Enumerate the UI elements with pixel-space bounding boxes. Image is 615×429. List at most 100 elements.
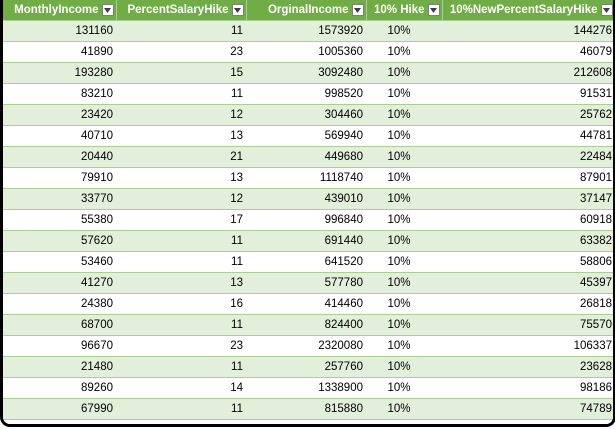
cell-original-income[interactable]: 691440	[246, 230, 366, 252]
cell-10-hike[interactable]: 10%	[366, 125, 442, 147]
cell-new-percent-salary-hike[interactable]: 87901	[442, 167, 613, 189]
cell-monthly-income[interactable]: 33770	[3, 188, 116, 210]
filter-dropdown-icon[interactable]	[101, 4, 114, 16]
cell-monthly-income[interactable]: 23420	[3, 104, 116, 126]
cell-new-percent-salary-hike[interactable]: 29755	[442, 419, 613, 424]
cell-percent-salary-hike[interactable]: 11	[116, 251, 246, 273]
cell-original-income[interactable]: 1338900	[246, 377, 366, 399]
cell-monthly-income[interactable]: 89260	[3, 377, 116, 399]
filter-dropdown-icon[interactable]	[427, 4, 440, 16]
cell-monthly-income[interactable]: 41890	[3, 41, 116, 63]
cell-new-percent-salary-hike[interactable]: 106337	[442, 335, 613, 357]
cell-percent-salary-hike[interactable]: 11	[116, 314, 246, 336]
cell-percent-salary-hike[interactable]: 13	[116, 272, 246, 294]
cell-10-hike[interactable]: 10%	[366, 272, 442, 294]
cell-new-percent-salary-hike[interactable]: 60918	[442, 209, 613, 231]
cell-monthly-income[interactable]: 96670	[3, 335, 116, 357]
cell-monthly-income[interactable]: 68700	[3, 314, 116, 336]
cell-new-percent-salary-hike[interactable]: 98186	[442, 377, 613, 399]
cell-original-income[interactable]: 324600	[246, 419, 366, 424]
cell-original-income[interactable]: 304460	[246, 104, 366, 126]
cell-10-hike[interactable]: 10%	[366, 293, 442, 315]
cell-10-hike[interactable]: 10%	[366, 398, 442, 420]
cell-percent-salary-hike[interactable]: 12	[116, 188, 246, 210]
cell-10-hike[interactable]: 10%	[366, 146, 442, 168]
cell-monthly-income[interactable]: 40710	[3, 125, 116, 147]
cell-percent-salary-hike[interactable]: 11	[116, 419, 246, 424]
cell-new-percent-salary-hike[interactable]: 212608	[442, 62, 613, 84]
cell-new-percent-salary-hike[interactable]: 23628	[442, 356, 613, 378]
cell-monthly-income[interactable]: 57620	[3, 230, 116, 252]
cell-original-income[interactable]: 569940	[246, 125, 366, 147]
cell-10-hike[interactable]: 10%	[366, 20, 442, 42]
cell-monthly-income[interactable]: 193280	[3, 62, 116, 84]
cell-original-income[interactable]: 3092480	[246, 62, 366, 84]
cell-new-percent-salary-hike[interactable]: 26818	[442, 293, 613, 315]
cell-percent-salary-hike[interactable]: 11	[116, 398, 246, 420]
cell-original-income[interactable]: 1005360	[246, 41, 366, 63]
cell-percent-salary-hike[interactable]: 13	[116, 167, 246, 189]
cell-10-hike[interactable]: 10%	[366, 230, 442, 252]
cell-percent-salary-hike[interactable]: 16	[116, 293, 246, 315]
filter-dropdown-icon[interactable]	[351, 4, 364, 16]
cell-10-hike[interactable]: 10%	[366, 83, 442, 105]
cell-new-percent-salary-hike[interactable]: 63382	[442, 230, 613, 252]
cell-percent-salary-hike[interactable]: 12	[116, 104, 246, 126]
cell-10-hike[interactable]: 10%	[366, 377, 442, 399]
cell-monthly-income[interactable]: 41270	[3, 272, 116, 294]
cell-new-percent-salary-hike[interactable]: 91531	[442, 83, 613, 105]
cell-new-percent-salary-hike[interactable]: 45397	[442, 272, 613, 294]
cell-original-income[interactable]: 1573920	[246, 20, 366, 42]
cell-new-percent-salary-hike[interactable]: 75570	[442, 314, 613, 336]
cell-new-percent-salary-hike[interactable]: 22484	[442, 146, 613, 168]
cell-new-percent-salary-hike[interactable]: 58806	[442, 251, 613, 273]
cell-original-income[interactable]: 257760	[246, 356, 366, 378]
cell-10-hike[interactable]: 10%	[366, 62, 442, 84]
cell-percent-salary-hike[interactable]: 23	[116, 335, 246, 357]
cell-original-income[interactable]: 641520	[246, 251, 366, 273]
cell-new-percent-salary-hike[interactable]: 74789	[442, 398, 613, 420]
cell-monthly-income[interactable]: 55380	[3, 209, 116, 231]
cell-original-income[interactable]: 449680	[246, 146, 366, 168]
cell-original-income[interactable]: 998520	[246, 83, 366, 105]
filter-dropdown-icon[interactable]	[600, 4, 613, 16]
cell-10-hike[interactable]: 10%	[366, 167, 442, 189]
cell-original-income[interactable]: 815880	[246, 398, 366, 420]
cell-new-percent-salary-hike[interactable]: 46079	[442, 41, 613, 63]
cell-monthly-income[interactable]: 79910	[3, 167, 116, 189]
filter-dropdown-icon[interactable]	[231, 4, 244, 16]
cell-percent-salary-hike[interactable]: 14	[116, 377, 246, 399]
cell-percent-salary-hike[interactable]: 13	[116, 125, 246, 147]
cell-monthly-income[interactable]: 24380	[3, 293, 116, 315]
cell-original-income[interactable]: 996840	[246, 209, 366, 231]
cell-percent-salary-hike[interactable]: 21	[116, 146, 246, 168]
cell-monthly-income[interactable]: 20440	[3, 146, 116, 168]
cell-percent-salary-hike[interactable]: 11	[116, 20, 246, 42]
cell-10-hike[interactable]: 10%	[366, 356, 442, 378]
cell-monthly-income[interactable]: 131160	[3, 20, 116, 42]
cell-10-hike[interactable]: 10%	[366, 188, 442, 210]
cell-10-hike[interactable]: 10%	[366, 419, 442, 424]
cell-original-income[interactable]: 2320080	[246, 335, 366, 357]
cell-percent-salary-hike[interactable]: 17	[116, 209, 246, 231]
cell-10-hike[interactable]: 10%	[366, 335, 442, 357]
cell-monthly-income[interactable]: 53460	[3, 251, 116, 273]
cell-new-percent-salary-hike[interactable]: 37147	[442, 188, 613, 210]
cell-monthly-income[interactable]: 83210	[3, 83, 116, 105]
cell-percent-salary-hike[interactable]: 11	[116, 83, 246, 105]
cell-original-income[interactable]: 414460	[246, 293, 366, 315]
cell-10-hike[interactable]: 10%	[366, 104, 442, 126]
cell-original-income[interactable]: 577780	[246, 272, 366, 294]
cell-new-percent-salary-hike[interactable]: 44781	[442, 125, 613, 147]
cell-10-hike[interactable]: 10%	[366, 41, 442, 63]
cell-original-income[interactable]: 1118740	[246, 167, 366, 189]
cell-original-income[interactable]: 824400	[246, 314, 366, 336]
cell-new-percent-salary-hike[interactable]: 25762	[442, 104, 613, 126]
cell-percent-salary-hike[interactable]: 15	[116, 62, 246, 84]
cell-new-percent-salary-hike[interactable]: 144276	[442, 20, 613, 42]
cell-monthly-income[interactable]: 21480	[3, 356, 116, 378]
cell-original-income[interactable]: 439010	[246, 188, 366, 210]
cell-monthly-income[interactable]: 67990	[3, 398, 116, 420]
cell-10-hike[interactable]: 10%	[366, 209, 442, 231]
cell-percent-salary-hike[interactable]: 11	[116, 230, 246, 252]
